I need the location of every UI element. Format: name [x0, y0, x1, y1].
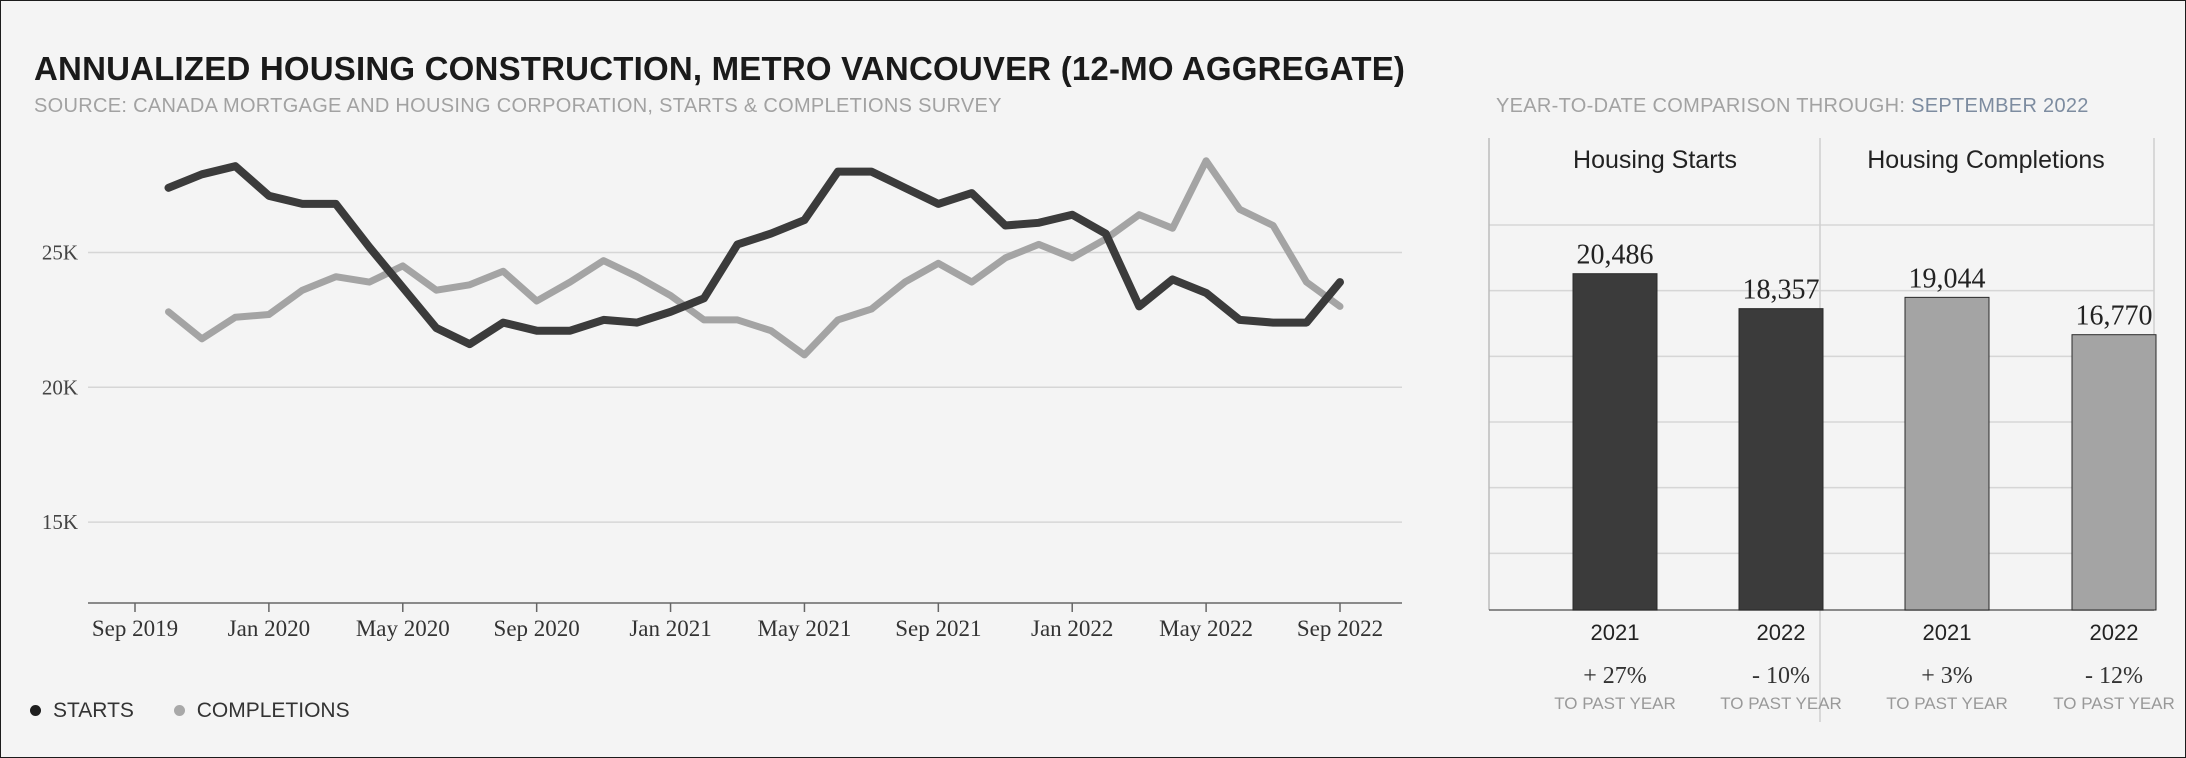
- x-tick-label: May 2022: [1159, 616, 1253, 641]
- ytd-heading: YEAR-TO-DATE COMPARISON THROUGH: SEPTEMB…: [1496, 95, 2089, 118]
- bar-housing-starts-2021: [1572, 273, 1658, 611]
- bar-year-label: 2021: [1591, 620, 1640, 645]
- bar-change-note: TO PAST YEAR: [1554, 694, 1676, 713]
- ytd-heading-highlight: SEPTEMBER 2022: [1911, 95, 2089, 117]
- bar-change-note: TO PAST YEAR: [1720, 694, 1842, 713]
- bar-year-label: 2022: [2090, 620, 2139, 645]
- line-chart-grid: [88, 251, 1402, 523]
- x-tick-label: Sep 2019: [92, 616, 178, 641]
- line-chart-y-axis: 15K 20K 25K: [42, 240, 78, 534]
- bar-value-label: 20,486: [1577, 240, 1654, 271]
- x-tick-label: Jan 2022: [1031, 616, 1113, 641]
- x-tick-label: Jan 2021: [629, 616, 711, 641]
- bar-year-label: 2022: [1757, 620, 1806, 645]
- legend: STARTS COMPLETIONS: [30, 698, 384, 723]
- bar-housing-starts-2022: [1738, 308, 1824, 611]
- bar-value-label: 18,357: [1743, 275, 1820, 306]
- bar-change-label: - 12%: [2085, 663, 2143, 689]
- series-line-completions: [165, 157, 1344, 359]
- bar-value-label: 19,044: [1909, 263, 1986, 294]
- x-tick-label: May 2020: [356, 616, 450, 641]
- bar-change-note: TO PAST YEAR: [1886, 694, 2008, 713]
- legend-item-completions: COMPLETIONS: [173, 698, 350, 723]
- y-tick-label: 25K: [42, 240, 78, 264]
- legend-dot-starts: [30, 705, 41, 716]
- series-line-starts: [164, 162, 1344, 349]
- bar-housing-completions-2021: [1904, 296, 1990, 611]
- bar-chart-panel: Housing Starts 20,486 2021 + 27% TO PAST YEA…: [1488, 138, 2175, 722]
- x-tick-label: Sep 2020: [494, 616, 580, 641]
- bar-change-note: TO PAST YEAR: [2053, 694, 2175, 713]
- legend-dot-completions: [173, 705, 185, 716]
- y-tick-label: 15K: [42, 510, 78, 534]
- bar-housing-completions-2022: [2071, 334, 2157, 611]
- ytd-heading-prefix: YEAR-TO-DATE COMPARISON THROUGH:: [1496, 95, 1912, 117]
- chart-subtitle: SOURCE: CANADA MORTGAGE AND HOUSING CORP…: [34, 95, 1002, 117]
- legend-label-starts: STARTS: [53, 698, 134, 722]
- x-tick-label: Sep 2021: [895, 616, 981, 641]
- bar-change-label: + 27%: [1583, 663, 1647, 689]
- bar-change-label: - 10%: [1752, 663, 1810, 689]
- line-chart-x-axis: Sep 2019 Jan 2020 May 2020 Sep 2020 Jan 2021…: [88, 602, 1402, 641]
- x-tick-label: May 2021: [757, 616, 851, 641]
- y-tick-label: 20K: [42, 375, 78, 399]
- bar-year-label: 2021: [1923, 620, 1972, 645]
- group-title: Housing Completions: [1867, 146, 2105, 174]
- legend-item-starts: STARTS: [30, 699, 134, 723]
- legend-label-completions: COMPLETIONS: [196, 698, 350, 722]
- group-title: Housing Starts: [1573, 146, 1737, 174]
- x-tick-label: Sep 2022: [1297, 616, 1383, 641]
- bar-value-label: 16,770: [2076, 301, 2153, 332]
- x-tick-label: Jan 2020: [228, 616, 310, 641]
- line-chart-series: [164, 157, 1344, 359]
- bar-change-label: + 3%: [1921, 663, 1973, 689]
- chart-title: ANNUALIZED HOUSING CONSTRUCTION, METRO V…: [34, 50, 1406, 87]
